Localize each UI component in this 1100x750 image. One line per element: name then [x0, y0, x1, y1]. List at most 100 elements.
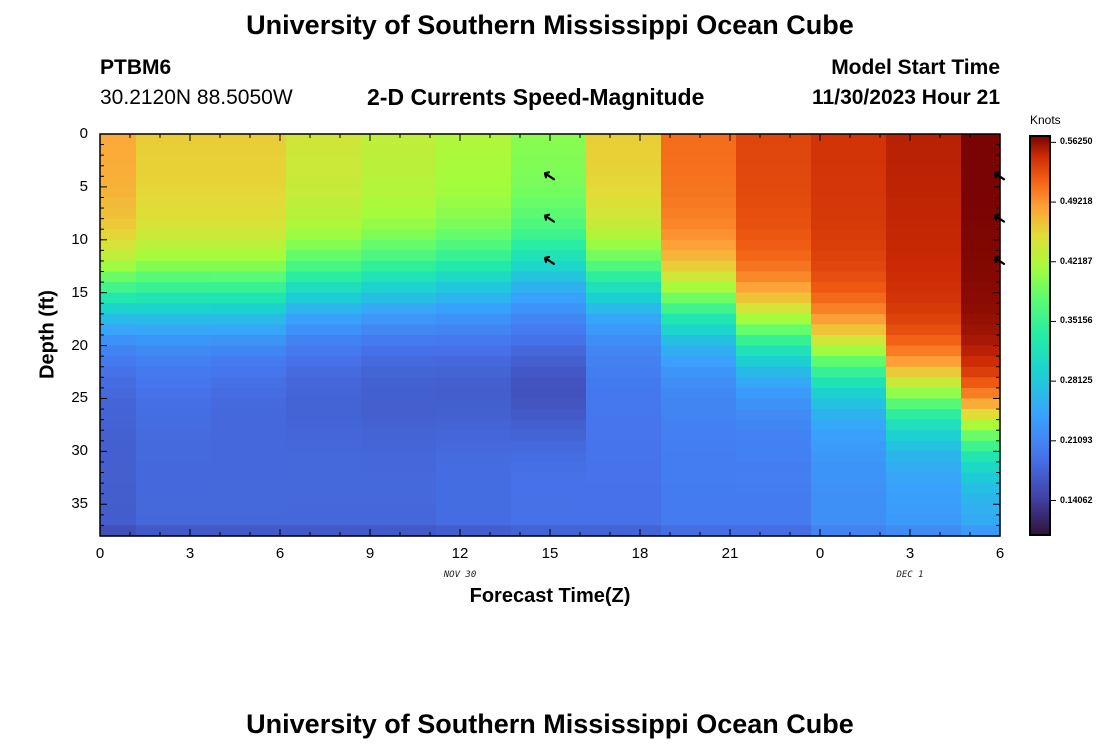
heatmap-cell [736, 155, 812, 167]
heatmap-cell [811, 144, 887, 156]
heatmap-cell [961, 218, 1001, 230]
heatmap-cell [511, 144, 587, 156]
heatmap-cell [361, 313, 437, 326]
heatmap-cell [211, 461, 287, 474]
heatmap-cell [436, 472, 512, 484]
heatmap-cell [811, 440, 887, 452]
heatmap-cell [586, 387, 662, 400]
heatmap-cell [286, 409, 362, 421]
heatmap-cell [811, 313, 887, 326]
heatmap-cell [136, 430, 212, 442]
heatmap-cell [286, 186, 362, 199]
heatmap-cell [211, 165, 287, 177]
heatmap-cell [961, 165, 1001, 177]
heatmap-cell [886, 419, 962, 431]
heatmap-cell [100, 451, 137, 463]
heatmap-cell [811, 155, 887, 167]
heatmap-cell [586, 366, 662, 378]
heatmap-cell [136, 345, 212, 357]
heatmap-cell [211, 493, 287, 505]
y-tick-label: 25 [71, 389, 88, 407]
heatmap-cell [436, 282, 512, 294]
heatmap-cell [286, 493, 362, 505]
heatmap-cell [886, 335, 962, 347]
current-arrow-icon [543, 213, 556, 223]
heatmap-cell [961, 525, 1001, 537]
heatmap-cell [661, 377, 737, 389]
heatmap-cell [436, 176, 512, 188]
heatmap-cell [136, 514, 212, 527]
heatmap-cell [661, 218, 737, 230]
heatmap-cell [736, 282, 812, 294]
heatmap-cell [736, 430, 812, 442]
heatmap-cell [586, 303, 662, 315]
heatmap-cell [961, 461, 1001, 474]
heatmap-cell [436, 430, 512, 442]
heatmap-cell [211, 525, 287, 537]
heatmap-cell [661, 186, 737, 199]
heatmap-cell [736, 419, 812, 431]
heatmap-cell [286, 335, 362, 347]
heatmap-cell [211, 260, 287, 273]
heatmap-cell [136, 335, 212, 347]
x-axis-label: Forecast Time(Z) [469, 585, 631, 607]
heatmap-cell [286, 451, 362, 463]
heatmap-cell [811, 430, 887, 442]
page-title-bottom: University of Southern Mississippi Ocean… [246, 709, 854, 739]
heatmap-cell [511, 239, 587, 251]
heatmap-cell [886, 197, 962, 209]
heatmap-cell [661, 197, 737, 209]
heatmap-cell [961, 208, 1001, 220]
heatmap-cell [211, 134, 287, 146]
colorbar-label: Knots [1030, 113, 1061, 127]
heatmap-cell [736, 313, 812, 326]
heatmap-cell [100, 155, 137, 167]
heatmap-cell [286, 440, 362, 452]
heatmap-cell [961, 239, 1001, 251]
heatmap-cell [736, 440, 812, 452]
heatmap-cell [961, 345, 1001, 357]
heatmap-cell [436, 134, 512, 146]
heatmap-cell [886, 229, 962, 241]
heatmap-cell [286, 303, 362, 315]
heatmap-cell [886, 430, 962, 442]
x-tick-label: 0 [815, 545, 825, 562]
heatmap-cell [436, 303, 512, 315]
heatmap-cell [961, 303, 1001, 315]
heatmap-cell [886, 282, 962, 294]
heatmap-cell [886, 324, 962, 336]
heatmap-cell [661, 208, 737, 220]
heatmap-cell [211, 504, 287, 516]
heatmap-cell [961, 260, 1001, 273]
heatmap-cell [961, 504, 1001, 516]
heatmap-cell [736, 292, 812, 304]
heatmap-cell [286, 155, 362, 167]
heatmap-cell [100, 218, 137, 230]
heatmap-cell [811, 461, 887, 474]
heatmap-cell [100, 292, 137, 304]
x-tick-label: 3 [905, 545, 915, 562]
heatmap-cell [286, 525, 362, 537]
heatmap-cell [100, 303, 137, 315]
heatmap-cell [436, 419, 512, 431]
heatmap-cell [211, 218, 287, 230]
heatmap-cell [361, 398, 437, 410]
heatmap-cell [136, 271, 212, 283]
heatmap-cell [511, 260, 587, 273]
heatmap-cell [361, 292, 437, 304]
heatmap-cell [361, 472, 437, 484]
heatmap-cell [436, 335, 512, 347]
heatmap-cell [100, 250, 137, 262]
heatmap-cell [886, 525, 962, 537]
x-tick-label: 6 [995, 545, 1005, 562]
heatmap-cell [436, 461, 512, 474]
heatmap-cell [511, 155, 587, 167]
heatmap-cell [136, 208, 212, 220]
heatmap-cell [511, 493, 587, 505]
heatmap-cell [811, 271, 887, 283]
heatmap-cell [661, 155, 737, 167]
heatmap-cell [961, 472, 1001, 484]
x-tick-label: 12 [451, 545, 469, 562]
heatmap-cell [136, 377, 212, 389]
heatmap-cell [736, 303, 812, 315]
